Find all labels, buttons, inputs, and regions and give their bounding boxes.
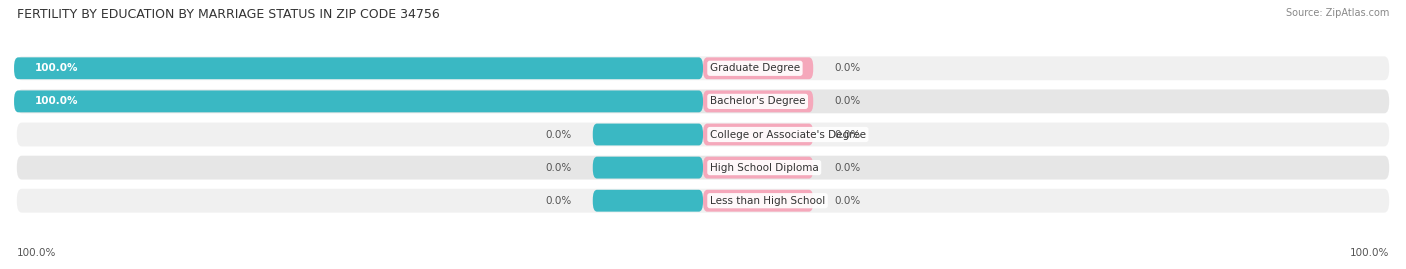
- Text: 0.0%: 0.0%: [834, 96, 860, 107]
- Text: Bachelor's Degree: Bachelor's Degree: [710, 96, 806, 107]
- Text: 100.0%: 100.0%: [17, 248, 56, 258]
- FancyBboxPatch shape: [17, 156, 1389, 179]
- Text: 0.0%: 0.0%: [834, 63, 860, 73]
- FancyBboxPatch shape: [17, 90, 1389, 113]
- FancyBboxPatch shape: [593, 157, 703, 179]
- FancyBboxPatch shape: [593, 123, 703, 146]
- Text: 0.0%: 0.0%: [546, 196, 572, 206]
- FancyBboxPatch shape: [14, 57, 703, 79]
- FancyBboxPatch shape: [17, 56, 1389, 80]
- Text: 100.0%: 100.0%: [35, 63, 79, 73]
- Text: 0.0%: 0.0%: [546, 129, 572, 140]
- Text: 0.0%: 0.0%: [546, 162, 572, 173]
- Text: College or Associate's Degree: College or Associate's Degree: [710, 129, 866, 140]
- FancyBboxPatch shape: [17, 189, 1389, 213]
- FancyBboxPatch shape: [593, 190, 703, 212]
- FancyBboxPatch shape: [703, 57, 813, 79]
- Text: Source: ZipAtlas.com: Source: ZipAtlas.com: [1285, 8, 1389, 18]
- FancyBboxPatch shape: [703, 190, 813, 212]
- Text: 100.0%: 100.0%: [35, 96, 79, 107]
- Text: Less than High School: Less than High School: [710, 196, 825, 206]
- FancyBboxPatch shape: [17, 123, 1389, 146]
- Text: 100.0%: 100.0%: [1350, 248, 1389, 258]
- FancyBboxPatch shape: [703, 90, 813, 112]
- Text: 0.0%: 0.0%: [834, 196, 860, 206]
- FancyBboxPatch shape: [14, 90, 703, 112]
- FancyBboxPatch shape: [703, 157, 813, 179]
- FancyBboxPatch shape: [703, 123, 813, 146]
- Text: High School Diploma: High School Diploma: [710, 162, 818, 173]
- Text: FERTILITY BY EDUCATION BY MARRIAGE STATUS IN ZIP CODE 34756: FERTILITY BY EDUCATION BY MARRIAGE STATU…: [17, 8, 440, 21]
- Text: 0.0%: 0.0%: [834, 162, 860, 173]
- Text: Graduate Degree: Graduate Degree: [710, 63, 800, 73]
- Text: 0.0%: 0.0%: [834, 129, 860, 140]
